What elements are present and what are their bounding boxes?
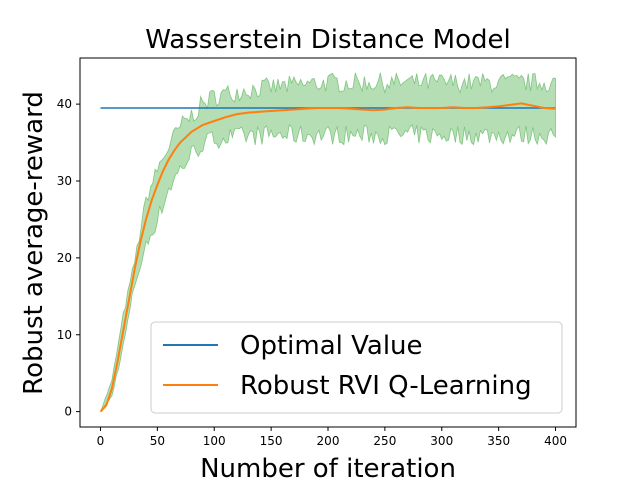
plot-area (99, 71, 556, 413)
y-tick-label: 0 (64, 405, 72, 419)
y-tick-label: 40 (57, 97, 72, 111)
x-tick-label: 350 (487, 434, 510, 448)
y-tick-label: 10 (57, 328, 72, 342)
x-tick-label: 150 (260, 434, 283, 448)
series-line-robust-rvi-q-learning (99, 102, 556, 413)
legend: Optimal Value Robust RVI Q-Learning (150, 321, 563, 414)
y-tick-label: 30 (57, 174, 72, 188)
legend-label-optimal-value: Optimal Value (240, 331, 423, 361)
legend-box (150, 321, 563, 414)
y-axis-label: Robust average-reward (19, 91, 49, 395)
x-tick-label: 200 (317, 434, 340, 448)
x-tick-label: 300 (430, 434, 453, 448)
chart-title: Wasserstein Distance Model (145, 25, 510, 55)
x-tick-label: 400 (544, 434, 567, 448)
x-tick-label: 100 (203, 434, 226, 448)
x-axis-label: Number of iteration (200, 454, 456, 480)
x-tick-label: 250 (373, 434, 396, 448)
series-lines-group (99, 102, 556, 413)
y-tick-label: 20 (57, 251, 72, 265)
y-axis-ticks: 0 10 20 30 40 (57, 97, 80, 419)
x-tick-label: 0 (97, 434, 105, 448)
x-axis-ticks: 0 50 100 150 200 250 300 350 400 (97, 427, 567, 448)
legend-label-robust-rvi: Robust RVI Q-Learning (240, 371, 532, 401)
x-tick-label: 50 (150, 434, 165, 448)
